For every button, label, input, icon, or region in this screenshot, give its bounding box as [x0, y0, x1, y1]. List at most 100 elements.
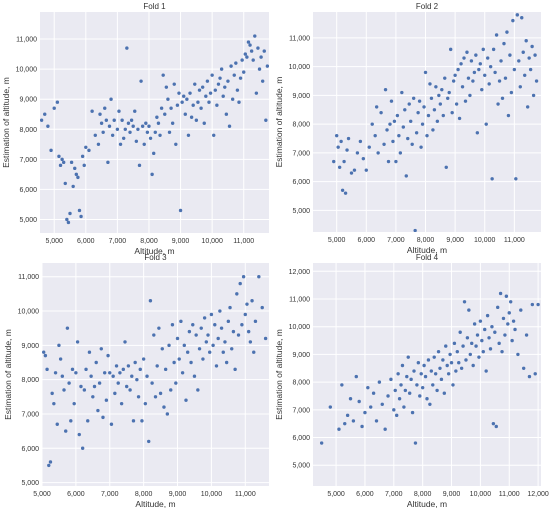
data-point: [496, 102, 500, 106]
x-tick-label: 8,000: [414, 491, 432, 498]
data-point: [345, 413, 350, 418]
data-point: [367, 145, 371, 149]
data-point: [178, 208, 183, 213]
y-tick-label: 7,000: [21, 411, 39, 418]
data-point: [133, 360, 137, 365]
data-point: [451, 383, 455, 387]
data-point: [440, 87, 444, 92]
data-point: [159, 106, 164, 110]
data-point: [147, 124, 151, 128]
data-point: [153, 395, 158, 399]
data-point: [501, 316, 506, 321]
data-point: [502, 41, 506, 46]
data-point: [518, 85, 522, 89]
data-point: [376, 151, 380, 155]
data-point: [66, 220, 71, 225]
data-point: [48, 460, 53, 464]
data-point: [494, 33, 499, 37]
data-point: [103, 106, 107, 110]
data-point: [53, 371, 58, 375]
data-point: [500, 96, 505, 100]
data-point: [55, 100, 60, 104]
data-point: [86, 419, 90, 423]
data-point: [185, 350, 190, 354]
data-point: [55, 422, 59, 426]
panel-fold-3: 5,000 6,000 7,000 8,000 9,000 10,000 11,000 5,0…: [3, 253, 269, 509]
data-point: [155, 115, 159, 119]
data-point: [260, 305, 264, 310]
data-point: [413, 441, 418, 445]
data-point: [76, 175, 80, 180]
data-point: [126, 364, 131, 368]
data-point: [414, 131, 419, 135]
data-point: [223, 340, 227, 344]
data-point: [72, 401, 76, 406]
data-point: [144, 121, 148, 125]
data-point: [490, 177, 494, 181]
x-tick-label: 5,000: [33, 491, 51, 498]
data-point: [418, 394, 422, 398]
data-point: [230, 347, 234, 351]
data-point: [60, 374, 65, 378]
data-point: [169, 388, 173, 392]
data-point: [438, 366, 442, 370]
y-tick-label: 8,000: [292, 122, 310, 129]
data-point: [58, 163, 63, 168]
data-point: [147, 439, 151, 444]
data-point: [446, 96, 450, 100]
data-point: [219, 326, 224, 330]
data-point: [94, 360, 98, 365]
y-tick-label: 10,000: [289, 64, 311, 71]
data-point: [454, 369, 458, 373]
data-point: [174, 381, 178, 385]
data-point: [263, 336, 268, 341]
data-point: [241, 275, 246, 279]
data-point: [64, 429, 68, 433]
data-point: [240, 58, 244, 62]
data-point: [391, 139, 395, 144]
x-tick-label: 11,000: [504, 237, 525, 244]
data-point: [73, 166, 77, 171]
data-point: [212, 133, 216, 137]
chart-title: Fold 3: [144, 253, 167, 262]
data-point: [536, 302, 540, 307]
data-point: [70, 367, 75, 372]
data-point: [500, 349, 504, 354]
data-point: [345, 148, 349, 152]
data-point: [156, 121, 161, 125]
data-point: [366, 385, 370, 390]
data-point: [104, 118, 109, 122]
data-point: [57, 343, 61, 348]
data-point: [426, 358, 431, 362]
data-point: [162, 405, 166, 409]
y-tick-label: 11,000: [289, 297, 310, 304]
data-point: [92, 384, 97, 389]
x-tick-label: 9,000: [446, 237, 464, 244]
data-point: [80, 446, 85, 450]
data-point: [469, 59, 474, 63]
data-point: [471, 79, 475, 83]
data-point: [340, 188, 345, 193]
data-point: [47, 463, 51, 468]
data-point: [233, 367, 237, 372]
data-point: [507, 311, 511, 315]
data-point: [472, 70, 477, 75]
data-point: [483, 73, 487, 77]
data-point: [466, 76, 471, 80]
x-tick-label: 5,000: [328, 237, 346, 244]
data-point: [243, 52, 248, 56]
data-point: [236, 333, 241, 337]
data-point: [352, 168, 357, 172]
data-point: [484, 122, 488, 126]
data-point: [465, 336, 470, 340]
data-point: [419, 372, 423, 376]
data-point: [182, 94, 186, 98]
data-point: [363, 410, 367, 415]
data-point: [411, 96, 416, 100]
y-tick-label: 11,000: [289, 35, 310, 42]
data-point: [136, 395, 141, 399]
data-point: [487, 336, 491, 340]
y-tick-label: 10,000: [18, 309, 40, 316]
data-point: [499, 59, 503, 63]
data-point: [256, 46, 260, 50]
